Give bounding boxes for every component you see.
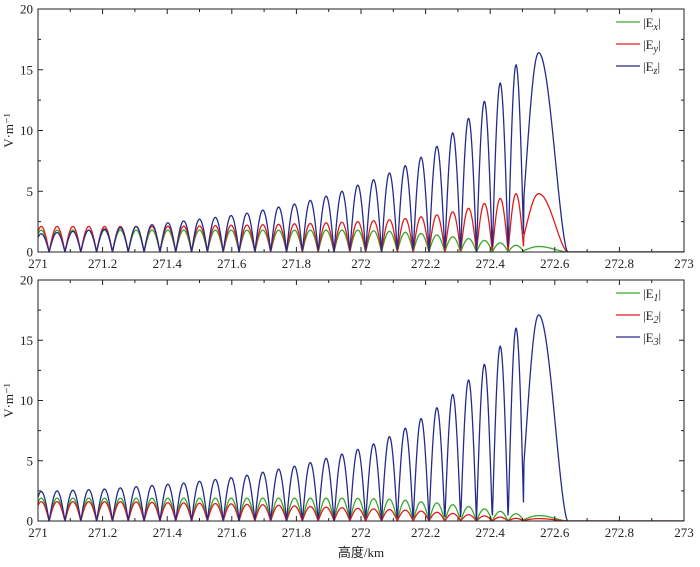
x-tick-label: 273 [674, 525, 694, 540]
x-axis-title: 高度/km [338, 545, 384, 560]
y-tick-label: 5 [27, 184, 34, 199]
series-layer [38, 314, 684, 521]
x-tick-label: 271.8 [282, 256, 311, 271]
x-tick-label: 272.4 [476, 525, 506, 540]
plot-frame [37, 8, 685, 253]
x-tick-label: 272.8 [605, 525, 634, 540]
legend-label: |Ez| [643, 59, 660, 77]
x-tick-label: 271.2 [88, 256, 117, 271]
x-tick-label: 271.2 [88, 525, 117, 540]
y-tick-label: 20 [20, 2, 33, 17]
y-tick-label: 0 [27, 514, 34, 529]
series-line-2 [38, 501, 684, 521]
x-tick-label: 272 [351, 525, 371, 540]
series-line-3 [38, 52, 684, 252]
series-layer [38, 52, 684, 252]
top-panel: 271 271.2 271.4 271.6 271.8 272 272.2 272.4 272.… [1, 2, 694, 272]
series-line-3 [38, 314, 684, 521]
legend-label: |Ex| [643, 15, 661, 33]
x-tick-label: 272.8 [605, 256, 634, 271]
y-axis-title: V·m⁻¹ [1, 113, 16, 148]
x-tick-label: 271.4 [153, 256, 183, 271]
x-tick-label: 272.2 [411, 256, 440, 271]
x-tick-label: 271.4 [153, 525, 183, 540]
x-tick-label: 272.6 [540, 256, 570, 271]
x-tick-label: 271.6 [217, 256, 247, 271]
y-tick-label: 10 [20, 123, 33, 138]
y-tick-label: 5 [27, 453, 34, 468]
y-tick-label: 15 [20, 62, 33, 77]
bottom-panel: 271 271.2 271.4 271.6 271.8 272 272.2 272.4 272.… [1, 273, 694, 561]
legend-label: |E2| [643, 308, 661, 326]
legend: |E1| |E2| |E3| [616, 286, 661, 348]
plot-frame [37, 279, 685, 522]
x-tick-label: 271.8 [282, 525, 311, 540]
y-axis-title: V·m⁻¹ [1, 383, 16, 418]
x-tick-label: 271 [28, 256, 48, 271]
y-tick-label: 20 [20, 273, 33, 288]
y-tick-label: 0 [27, 245, 34, 260]
x-tick-label: 272.2 [411, 525, 440, 540]
legend-label: |E1| [643, 286, 661, 304]
y-tick-label: 10 [20, 393, 33, 408]
legend: |Ex| |Ey| |Ez| [616, 15, 661, 77]
y-tick-label: 15 [20, 333, 33, 348]
x-tick-label: 272.4 [476, 256, 506, 271]
x-tick-label: 271 [28, 525, 48, 540]
legend-label: |Ey| [643, 37, 661, 55]
x-tick-label: 272.6 [540, 525, 570, 540]
x-tick-label: 273 [674, 256, 694, 271]
x-tick-label: 271.6 [217, 525, 247, 540]
x-tick-label: 272 [351, 256, 371, 271]
legend-label: |E3| [643, 330, 661, 348]
